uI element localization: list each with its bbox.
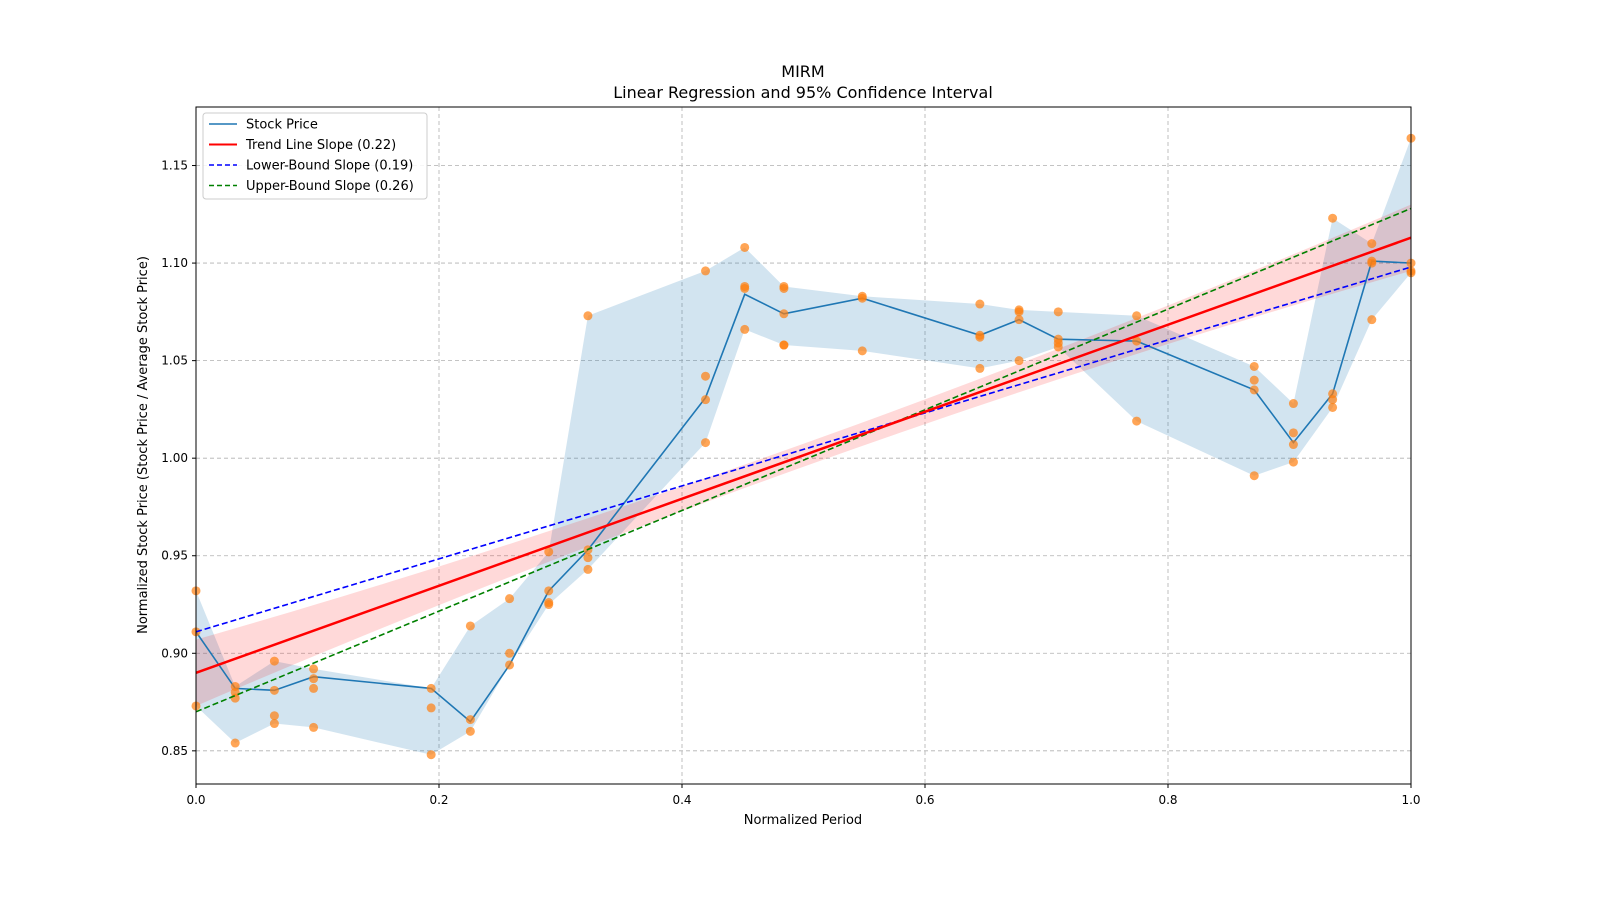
price-point: [544, 547, 554, 557]
price-point: [583, 564, 593, 574]
legend: Stock Price Trend Line Slope (0.22) Lower-…: [202, 112, 428, 200]
price-point: [1249, 471, 1259, 481]
price-point: [544, 586, 554, 596]
y-axis-label: Normalized Stock Price (Stock Price / Av…: [136, 256, 151, 634]
price-point: [779, 309, 789, 319]
price-point: [269, 711, 279, 721]
price-point: [701, 438, 711, 448]
price-point: [975, 332, 985, 342]
price-point: [1014, 356, 1024, 366]
price-point: [701, 395, 711, 405]
legend-stock-price-label: Stock Price: [246, 118, 318, 133]
axis-ticks: 0.0 0.2 0.4 0.6 0.8 1.0 0.85 0.90 0.95 1.00 1.05 1.…: [161, 159, 1420, 807]
price-point: [583, 553, 593, 563]
y-tick-label: 0.95: [161, 549, 188, 563]
price-point: [1132, 336, 1142, 346]
price-point: [701, 371, 711, 381]
price-point: [1367, 258, 1377, 268]
chart-subtitle: Linear Regression and 95% Confidence Int…: [613, 83, 993, 102]
x-tick-label: 0.6: [915, 793, 934, 807]
price-point: [1014, 315, 1024, 325]
x-tick-label: 0.8: [1158, 793, 1177, 807]
price-point: [975, 299, 985, 309]
x-tick-label: 0.0: [186, 793, 205, 807]
price-point: [1014, 307, 1024, 317]
price-point: [1288, 457, 1298, 467]
x-tick-label: 1.0: [1401, 793, 1420, 807]
price-point: [857, 293, 867, 303]
price-point: [230, 738, 240, 748]
y-tick-label: 1.15: [161, 159, 188, 173]
price-point: [1249, 385, 1259, 395]
price-point: [740, 324, 750, 334]
price-point: [583, 311, 593, 321]
price-point: [1053, 342, 1063, 352]
price-point: [1132, 311, 1142, 321]
price-point: [1328, 402, 1338, 412]
price-point: [465, 621, 475, 631]
price-point: [1367, 315, 1377, 325]
price-point: [269, 719, 279, 729]
y-tick-label: 0.85: [161, 744, 188, 758]
price-point: [544, 600, 554, 610]
price-point: [426, 683, 436, 693]
price-point: [269, 656, 279, 666]
price-point: [309, 722, 319, 732]
price-point: [505, 660, 515, 670]
price-point: [1249, 375, 1259, 385]
price-point: [1288, 399, 1298, 409]
price-point: [309, 683, 319, 693]
lower-bound-line: [195, 266, 1412, 633]
plot-frame: [195, 106, 1412, 785]
price-point: [465, 715, 475, 725]
price-point: [1249, 361, 1259, 371]
price-point: [1328, 395, 1338, 405]
y-tick-label: 1.10: [161, 256, 188, 270]
price-point: [426, 750, 436, 760]
price-point: [779, 340, 789, 350]
price-point: [1053, 307, 1063, 317]
legend-upper-bound-label: Upper-Bound Slope (0.26): [246, 179, 414, 194]
y-tick-label: 0.90: [161, 646, 188, 660]
trend-line: [195, 236, 1412, 674]
y-tick-label: 1.05: [161, 354, 188, 368]
legend-trend-line-label: Trend Line Slope (0.22): [245, 138, 396, 153]
x-tick-label: 0.4: [672, 793, 691, 807]
price-point: [309, 664, 319, 674]
price-point: [1288, 428, 1298, 438]
price-point: [1288, 440, 1298, 450]
plot-marks: [191, 133, 1416, 760]
price-point: [426, 703, 436, 713]
price-point: [505, 648, 515, 658]
x-tick-label: 0.2: [429, 793, 448, 807]
price-point: [975, 363, 985, 373]
price-point: [465, 726, 475, 736]
price-point: [1328, 213, 1338, 223]
price-point: [857, 346, 867, 356]
stock-range-band: [196, 138, 1411, 755]
price-point: [740, 242, 750, 252]
price-point: [1367, 239, 1377, 249]
price-point: [505, 594, 515, 604]
stock-price-line: [195, 260, 1412, 723]
legend-lower-bound-label: Lower-Bound Slope (0.19): [246, 159, 413, 174]
price-point: [1132, 416, 1142, 426]
chart-title: MIRM: [781, 62, 824, 81]
price-point: [779, 283, 789, 293]
price-point: [701, 266, 711, 276]
upper-bound-line: [195, 207, 1412, 713]
x-axis-label: Normalized Period: [744, 813, 862, 828]
price-point: [309, 674, 319, 684]
y-tick-label: 1.00: [161, 451, 188, 465]
price-point: [740, 283, 750, 293]
price-point: [269, 685, 279, 695]
